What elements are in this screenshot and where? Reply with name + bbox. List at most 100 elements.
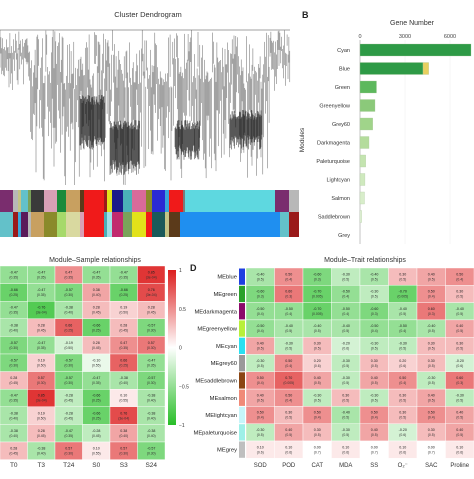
trait-heatmap-xlabel: POD [282,463,296,469]
sample-heatmap-cell-p: (0.30) [9,364,18,368]
sample-heatmap-cell-p: (0.35) [119,346,128,350]
sample-heatmap-cell-r: -0.47 [37,271,45,275]
color-bar-bottom-segment [13,212,18,237]
trait-heatmap-cell-p: (0.5) [456,433,463,437]
trait-heatmap-cell-p: (0.6) [314,364,321,368]
sample-heatmap-cell-r: 0.28 [120,323,127,327]
sample-heatmap-cell-p: (0.35) [37,346,46,350]
sample-heatmap-cell-r: 0.19 [120,306,127,310]
sample-heatmap-cell-r: 0.85 [148,271,155,275]
trait-heatmap-cell-p: (0.3) [314,277,321,281]
color-bar-top-segment [0,190,13,212]
trait-heatmap-cell-p: (0.4) [456,277,463,281]
sample-heatmap-cell-p: (0.40) [119,434,128,438]
bar-blue-series-0 [360,63,423,75]
sample-heatmap-cell-r: -0.57 [147,323,155,327]
trait-heatmap-cell-r: 0.10 [342,445,349,449]
color-legend: 10.50−0.5−1 [168,268,189,429]
trait-heatmap-cell-r: -0.50 [342,290,350,294]
trait-heatmap-cell-r: -0.30 [370,342,378,346]
dendrogram-dense-cluster-2 [175,120,200,160]
trait-heatmap-cell-p: (0.7) [314,450,321,454]
sample-heatmap-cell-r: 0.66 [120,359,127,363]
trait-heatmap-cell-r: 0.00 [314,445,321,449]
trait-heatmap-cell-r: -0.40 [370,272,378,276]
trait-heatmap-cell-r: 0.30 [342,393,349,397]
sample-heatmap-cell-r: -0.38 [10,323,18,327]
sample-heatmap-title: Module–Sample relationships [49,257,141,264]
trait-heatmap-cell-p: (0.6) [456,450,463,454]
bar-tick-label: 0 [358,34,361,40]
sample-heatmap-cell-r: 0.10 [120,394,127,398]
trait-heatmap-cell-p: (0.5) [342,398,349,402]
sample-heatmap-cell-r: -0.28 [92,429,100,433]
trait-heatmap-cell-r: 0.70 [285,376,292,380]
trait-heatmap-cell-r: 0.30 [428,359,435,363]
trait-heatmap-xlabel: O₂⁻ [398,463,408,469]
sample-heatmap-cell-r: -0.47 [65,429,73,433]
sample-heatmap-cell-r: -0.38 [147,429,155,433]
color-bar-blue-block [180,212,280,237]
color-legend-tick: −1 [179,423,185,429]
sample-heatmap-cell-r: -0.38 [10,429,18,433]
sample-heatmap-cell-r: -0.66 [120,288,128,292]
module-color-swatch [239,286,245,302]
color-bar-top-segment [132,190,146,212]
color-bar-top-segment [107,190,112,212]
trait-heatmap-cell-r: 0.30 [285,411,292,415]
sample-heatmap-cell-p: (0.30) [64,381,73,385]
sample-heatmap-cell-r: -0.47 [92,271,100,275]
trait-heatmap-cell-r: -0.30 [256,359,264,363]
trait-heatmap-cell-r: 0.50 [285,393,292,397]
sample-heatmap-cell-r: -0.38 [147,411,155,415]
trait-heatmap-cell-r: -0.30 [342,359,350,363]
module-label: MEgreen [213,292,237,298]
sample-heatmap-cell-p: (0.40) [147,416,156,420]
panel-a: Cluster Dendrogram [0,10,299,237]
sample-heatmap-cell-p: (0.30) [147,381,156,385]
trait-heatmap-cell-r: -0.30 [313,393,321,397]
color-bar-bottom-segment [289,212,299,237]
trait-heatmap-cell-r: 0.30 [456,342,463,346]
trait-heatmap-cell-p: (0.5) [456,295,463,299]
sample-heatmap-cell-r: 0.57 [38,376,45,380]
sample-heatmap-cell-r: -0.38 [120,376,128,380]
sample-heatmap-cell-p: (0.45) [119,328,128,332]
sample-heatmap-cell-r: 0.66 [65,323,72,327]
color-bar-top-segment [13,190,18,212]
sample-heatmap-cell-r: -0.28 [65,411,73,415]
panel-d-label: D [190,263,197,273]
trait-heatmap-cell-p: (0.5) [371,364,378,368]
sample-heatmap-cell-r: -0.38 [147,394,155,398]
color-legend-tick: 0 [179,346,182,352]
module-color-swatch [239,269,245,285]
color-legend-tick: 1 [179,268,182,274]
sample-heatmap-cell-r: -0.57 [147,447,155,451]
trait-heatmap-cell-p: (0.5) [257,433,264,437]
sample-heatmap-cell-p: (0.40) [147,434,156,438]
sample-heatmap-cell-r: 0.76 [148,288,155,292]
sample-heatmap-xlabel: T0 [10,462,18,469]
trait-heatmap-cell-p: (0.4) [285,364,292,368]
sample-heatmap-cell-r: -0.66 [10,288,18,292]
sample-heatmap-cell-p: (0.45) [147,311,156,315]
bar-saddlebrown-series-0 [360,211,362,223]
bar-category-label: Grey [338,233,350,239]
trait-heatmap-cell-r: 0.10 [399,445,406,449]
color-bar-bottom-segment [112,212,123,237]
trait-heatmap-cell-p: (0.5) [456,398,463,402]
trait-heatmap-cell-p: (0.005) [283,381,294,385]
sample-heatmap-cell-p: (0.35) [64,276,73,280]
module-label: MEcyan [216,344,237,350]
trait-heatmap-cell-p: (0.4) [342,295,349,299]
trait-heatmap-cell-p: (0.5) [456,312,463,316]
bar-blue-series-1 [423,63,429,75]
trait-heatmap-cell-p: (0.4) [428,416,435,420]
sample-heatmap-cell-r: -0.19 [65,341,73,345]
module-color-swatch [239,355,245,371]
trait-heatmap-cell-r: -0.60 [256,290,264,294]
sample-heatmap-cell-r: -0.66 [92,411,100,415]
color-bar-top-segment [123,190,132,212]
sample-heatmap-cell-r: -0.47 [10,271,18,275]
